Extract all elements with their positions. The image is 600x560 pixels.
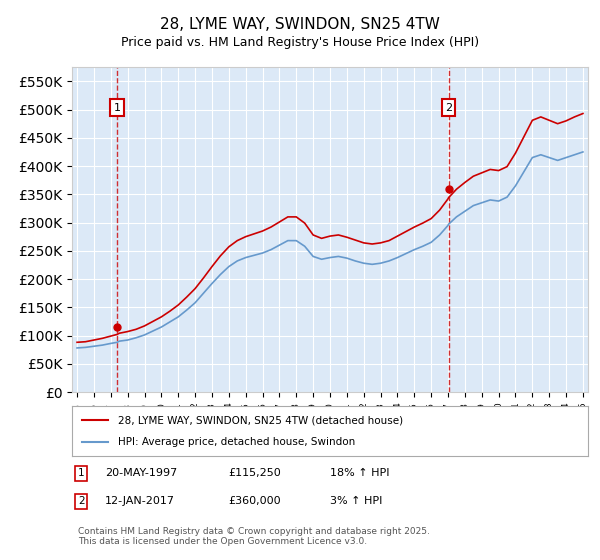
Text: HPI: Average price, detached house, Swindon: HPI: Average price, detached house, Swin… <box>118 437 356 447</box>
Text: £115,250: £115,250 <box>228 468 281 478</box>
Text: 2: 2 <box>78 496 85 506</box>
Text: 2: 2 <box>445 103 452 113</box>
Text: 1: 1 <box>78 468 85 478</box>
Text: Price paid vs. HM Land Registry's House Price Index (HPI): Price paid vs. HM Land Registry's House … <box>121 36 479 49</box>
Text: Contains HM Land Registry data © Crown copyright and database right 2025.
This d: Contains HM Land Registry data © Crown c… <box>78 526 430 546</box>
Text: 28, LYME WAY, SWINDON, SN25 4TW: 28, LYME WAY, SWINDON, SN25 4TW <box>160 17 440 32</box>
Text: 20-MAY-1997: 20-MAY-1997 <box>105 468 177 478</box>
Text: 18% ↑ HPI: 18% ↑ HPI <box>330 468 389 478</box>
Text: 12-JAN-2017: 12-JAN-2017 <box>105 496 175 506</box>
Text: 1: 1 <box>113 103 121 113</box>
Text: 28, LYME WAY, SWINDON, SN25 4TW (detached house): 28, LYME WAY, SWINDON, SN25 4TW (detache… <box>118 415 404 425</box>
Text: £360,000: £360,000 <box>228 496 281 506</box>
Text: 3% ↑ HPI: 3% ↑ HPI <box>330 496 382 506</box>
